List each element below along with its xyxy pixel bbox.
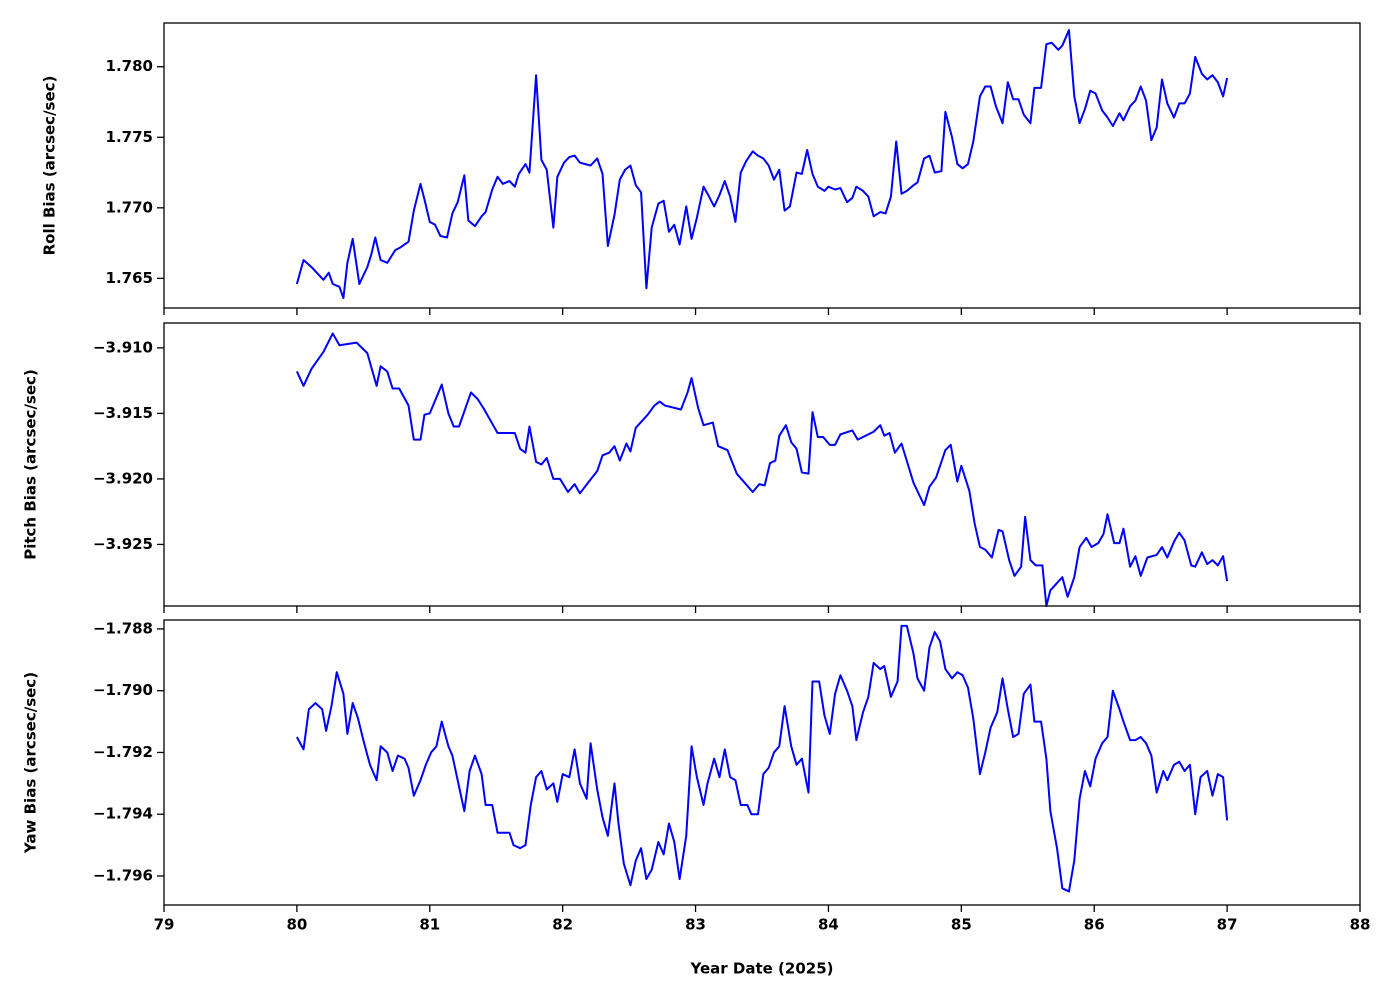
x-tick-label: 82: [552, 916, 573, 934]
x-tick-label: 88: [1350, 916, 1371, 934]
y-tick-label: −1.796: [93, 866, 153, 884]
data-line: [296, 624, 1229, 893]
x-tick-label: 83: [685, 916, 706, 934]
y-tick-label: −1.788: [93, 619, 153, 637]
x-tick-label: 87: [1217, 916, 1238, 934]
x-axis-label: Year Date (2025): [690, 960, 834, 978]
axes-frame: [163, 619, 1361, 906]
y-axis-label: Roll Bias (arcsec/sec): [41, 76, 59, 256]
x-tick-label: 80: [286, 916, 307, 934]
y-tick-label: −1.794: [93, 805, 153, 823]
axes-frame: [163, 322, 1361, 607]
x-tick-label: 81: [419, 916, 440, 934]
y-tick-label: 1.775: [106, 128, 153, 146]
x-tick-label: 85: [951, 916, 972, 934]
y-tick-label: −3.910: [93, 338, 153, 356]
y-tick-label: 1.765: [106, 269, 153, 287]
y-tick-label: 1.780: [106, 57, 153, 75]
y-tick-label: −1.792: [93, 743, 153, 761]
y-tick-label: −1.790: [93, 681, 153, 699]
data-line: [295, 29, 1229, 300]
x-tick-label: 84: [818, 916, 839, 934]
y-tick-label: 1.770: [106, 198, 153, 216]
y-tick-label: −3.920: [93, 469, 153, 487]
y-tick-label: −3.915: [93, 404, 153, 422]
x-tick-label: 79: [154, 916, 175, 934]
data-line: [295, 332, 1229, 607]
y-axis-label: Pitch Bias (arcsec/sec): [22, 369, 40, 560]
x-tick-label: 86: [1084, 916, 1105, 934]
y-tick-label: −3.925: [93, 535, 153, 553]
axes-frame: [163, 22, 1361, 309]
y-axis-label: Yaw Bias (arcsec/sec): [22, 672, 40, 854]
